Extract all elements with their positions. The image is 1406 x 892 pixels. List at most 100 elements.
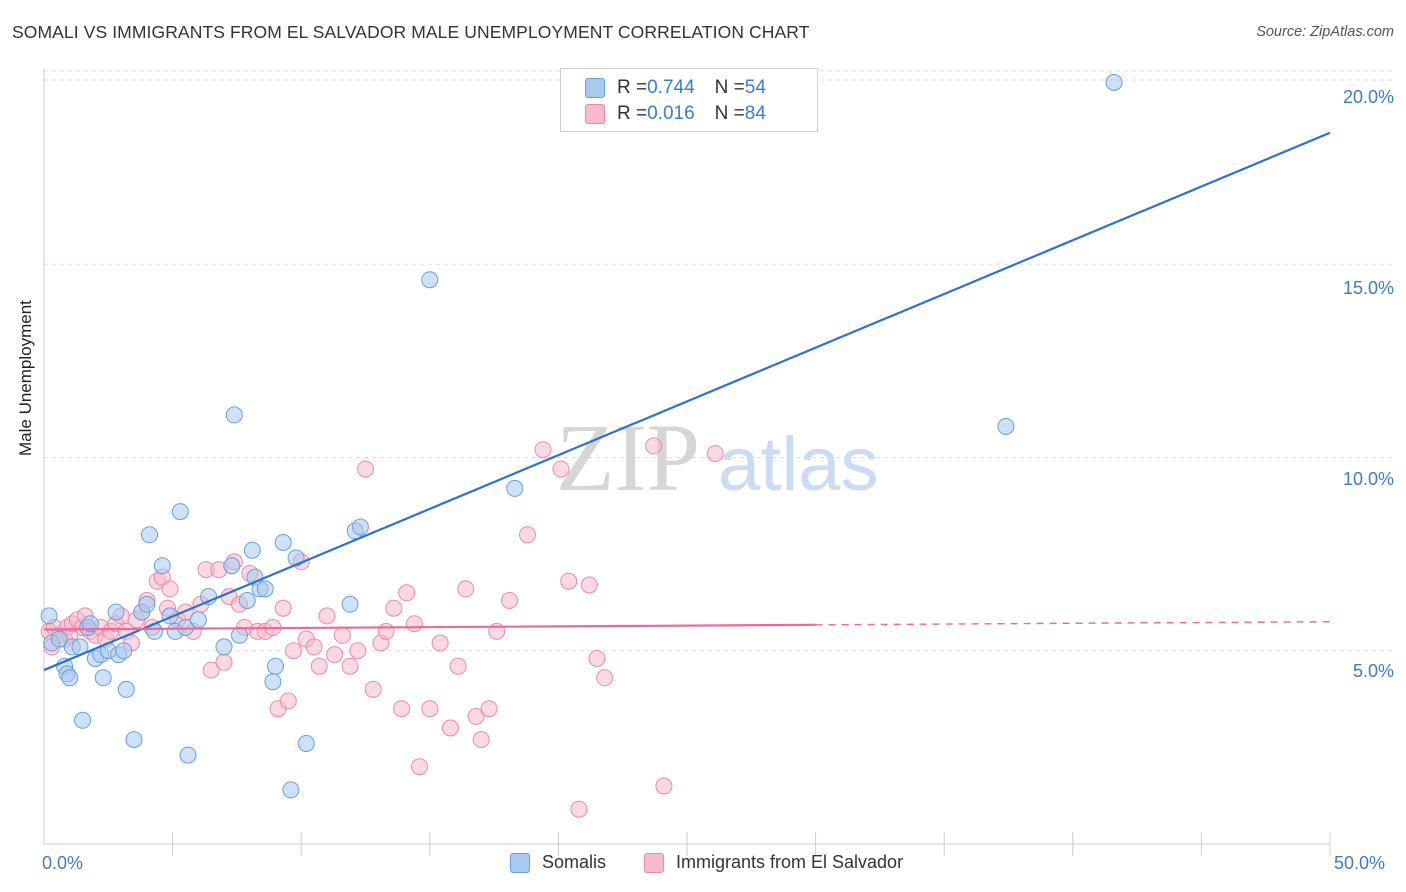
salvador-point xyxy=(202,661,220,679)
somali-point xyxy=(341,595,359,613)
salvador-point xyxy=(318,607,336,625)
salvador-point xyxy=(357,460,374,478)
salvador-point xyxy=(655,777,673,795)
bottom-legend-somali: Somalis xyxy=(510,852,606,873)
salvador-point xyxy=(326,646,344,664)
legend-r-value-salvador: 0.016 xyxy=(647,103,695,124)
legend-n-label-salvador: N = xyxy=(714,103,745,124)
salvador-point xyxy=(596,669,614,687)
somali-point xyxy=(282,781,300,799)
somali-points xyxy=(40,74,1123,799)
salvador-point xyxy=(310,657,328,675)
chart-title: SOMALI VS IMMIGRANTS FROM EL SALVADOR MA… xyxy=(12,22,810,42)
salvador-point xyxy=(333,626,351,644)
legend-n-label-somali: N = xyxy=(714,77,745,98)
bottom-legend-swatch-salvador xyxy=(644,852,664,873)
somali-point xyxy=(179,746,197,764)
legend-swatch-somali xyxy=(585,78,605,98)
salvador-point xyxy=(285,642,302,660)
somali-point xyxy=(61,669,79,687)
salvador-point xyxy=(570,800,588,818)
salvador-point xyxy=(534,441,552,459)
somali-point xyxy=(117,680,135,698)
somali-point xyxy=(215,638,233,656)
salvador-point xyxy=(472,731,490,749)
legend-row-somali: R = 0.744 N = 54 xyxy=(585,75,766,101)
bottom-legend-salvador: Immigrants from El Salvador xyxy=(644,852,903,873)
salvador-point xyxy=(215,653,233,671)
somali-point xyxy=(171,503,189,521)
salvador-point xyxy=(393,700,410,718)
salvador-point xyxy=(385,599,403,617)
somali-point xyxy=(274,534,292,551)
somali-point xyxy=(138,595,156,613)
trendlines xyxy=(43,131,1331,672)
salvador-point xyxy=(588,650,606,667)
axes xyxy=(43,68,1331,856)
somali-point xyxy=(264,673,282,691)
somali-point xyxy=(1105,74,1123,91)
salvador-point xyxy=(467,707,485,725)
somali-point xyxy=(94,669,112,687)
somali-point xyxy=(297,735,315,752)
salvador-point xyxy=(645,437,663,455)
somali-point xyxy=(107,603,125,621)
somali-point xyxy=(189,611,207,629)
legend-n-value-somali: 54 xyxy=(744,77,766,98)
somali-point xyxy=(141,526,158,544)
gridlines xyxy=(44,70,1395,652)
salvador-trendline xyxy=(43,623,816,631)
salvador-point xyxy=(449,657,467,675)
legend-r-label-salvador: R = xyxy=(617,103,648,124)
salvador-point xyxy=(431,634,449,652)
salvador-point xyxy=(519,526,536,544)
somali-point xyxy=(40,607,58,625)
bottom-legend-swatch-somali xyxy=(510,852,530,873)
somali-point xyxy=(225,406,243,424)
y-tick-10: 10.0% xyxy=(1342,469,1394,489)
y-tick-15: 15.0% xyxy=(1342,278,1394,298)
somali-point xyxy=(506,479,524,497)
salvador-point xyxy=(377,622,395,640)
watermark-atlas: atlas xyxy=(718,422,879,507)
salvador-point xyxy=(341,657,359,675)
legend-r-label-somali: R = xyxy=(617,77,648,98)
salvador-point xyxy=(349,642,367,660)
watermark-zip: ZIP xyxy=(556,404,700,511)
bottom-legend-label-salvador: Immigrants from El Salvador xyxy=(676,852,904,872)
somali-point xyxy=(351,518,369,536)
somali-point xyxy=(243,541,261,559)
somali-point xyxy=(81,615,99,633)
salvador-point xyxy=(279,692,297,710)
watermark: ZIP atlas xyxy=(556,404,879,511)
somali-point xyxy=(997,418,1015,435)
somali-point xyxy=(267,657,284,675)
x-tick-min: 0.0% xyxy=(42,853,84,873)
salvador-point xyxy=(457,580,475,598)
somali-point xyxy=(115,642,133,660)
correlation-legend: R = 0.744 N = 54 R = 0.016 N = 84 xyxy=(560,68,818,132)
salvador-point xyxy=(161,580,179,598)
legend-swatch-salvador xyxy=(585,104,605,124)
y-tick-5: 5.0% xyxy=(1352,661,1394,681)
salvador-point xyxy=(441,719,459,737)
salvador-point xyxy=(552,460,570,478)
source-credit: Source: ZipAtlas.com xyxy=(1256,24,1394,40)
y-axis-label: Male Unemployment xyxy=(16,300,35,456)
salvador-point xyxy=(501,592,518,609)
salvador-point xyxy=(364,680,382,698)
somali-point xyxy=(125,731,143,749)
salvador-point xyxy=(560,572,578,590)
somali-point xyxy=(421,271,439,289)
salvador-point xyxy=(411,758,428,776)
somali-point xyxy=(153,557,171,575)
legend-row-salvador: R = 0.016 N = 84 xyxy=(585,101,766,127)
somali-point xyxy=(231,626,248,644)
x-tick-max: 50.0% xyxy=(1334,853,1386,873)
salvador-trendline-projection xyxy=(815,621,1331,626)
salvador-point xyxy=(274,599,292,617)
somali-point xyxy=(223,557,241,575)
salvador-point xyxy=(421,700,439,718)
somali-point xyxy=(74,711,92,729)
